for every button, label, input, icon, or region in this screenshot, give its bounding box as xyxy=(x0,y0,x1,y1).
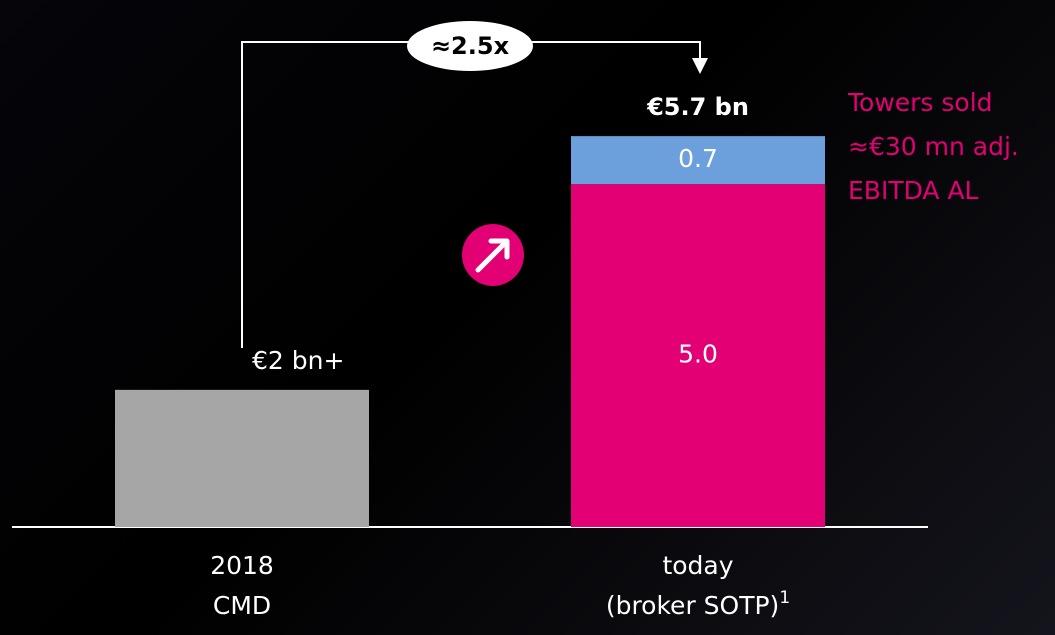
annotation: Towers sold xyxy=(847,88,993,117)
value-label: 5.0 xyxy=(678,340,718,369)
multiplier-bubble xyxy=(407,21,533,71)
x-tick-label: CMD xyxy=(213,591,271,620)
bar-segment xyxy=(115,389,369,527)
trend-arrow xyxy=(475,238,510,273)
value-label: 0.7 xyxy=(678,144,718,173)
x-tick-label: today xyxy=(662,551,733,580)
footnote-mark: 1 xyxy=(779,588,790,608)
value-label: €2 bn+ xyxy=(252,346,344,375)
bar-segment xyxy=(571,136,825,185)
category-line: (broker SOTP) xyxy=(606,591,780,620)
annotation: EBITDA AL xyxy=(848,176,979,205)
x-tick-label: (broker SOTP)1 xyxy=(606,588,790,620)
bar-segment xyxy=(571,184,825,527)
annotation: ≈€30 mn adj. xyxy=(848,132,1019,161)
multiplier-label: ≈2.5x xyxy=(431,32,510,60)
total-label: €5.7 bn xyxy=(646,93,749,121)
x-tick-label: 2018 xyxy=(210,551,274,580)
